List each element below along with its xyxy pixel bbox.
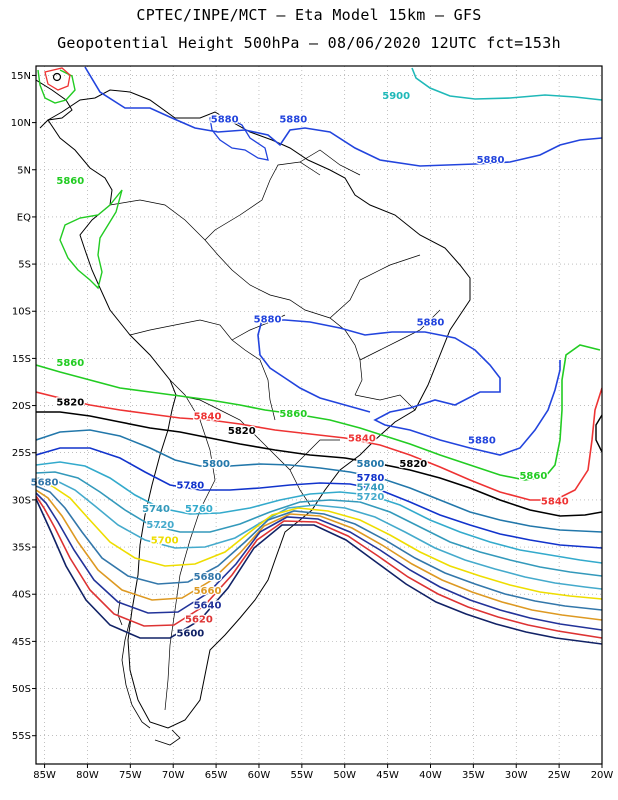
- contour-5820-right: [595, 414, 602, 453]
- contour-label-5840: 5840: [194, 412, 222, 423]
- longitude-axis: 85W 80W 75W 70W 65W 60W 55W 50W 45W 40W 35W 30W 25W 2…: [33, 764, 613, 781]
- contour-5860: [36, 344, 601, 481]
- lon-label: 25W: [548, 770, 571, 781]
- contour-5600: [36, 498, 602, 645]
- latitude-axis: 15N 10N 5N EQ 5S 10S 15S 20S 25S 30S 35S 40S 45S 50S 5…: [11, 71, 36, 742]
- eddy-marker: [52, 72, 62, 82]
- contour-label-5820: 5820: [56, 398, 84, 409]
- contour-label-5620: 5620: [185, 615, 213, 626]
- lon-label: 85W: [33, 770, 56, 781]
- contour-labels: 5900 5880 5880 5880 5880 5880 5880 5860 5860 5860…: [29, 90, 570, 641]
- contour-label-5680: 5680: [194, 572, 222, 583]
- lat-label: 30S: [12, 495, 31, 506]
- contour-label-5740: 5740: [142, 504, 170, 515]
- contour-label-5740: 5740: [357, 482, 385, 493]
- contour-5820: [36, 411, 602, 517]
- lat-label: 5N: [17, 165, 31, 176]
- lon-label: 40W: [419, 770, 442, 781]
- title-line-1: CPTEC/INPE/MCT – Eta Model 15km – GFS: [136, 6, 482, 24]
- contour-5700: [36, 481, 602, 600]
- contour-5760: [36, 461, 602, 564]
- lon-label: 70W: [162, 770, 185, 781]
- contour-label-5780: 5780: [176, 481, 204, 492]
- contour-label-5660: 5660: [194, 586, 222, 597]
- contour-5860-north-loop: [59, 189, 123, 290]
- contour-label-5780: 5780: [357, 473, 385, 484]
- contour-label-5860: 5860: [279, 409, 307, 420]
- lat-label: 20S: [12, 401, 31, 412]
- contour-label-5880: 5880: [477, 155, 505, 166]
- title-line-2: Geopotential Height 500hPa – 08/06/2020 …: [57, 34, 561, 52]
- contour-5680: [36, 485, 602, 611]
- lat-label: 15S: [12, 354, 31, 365]
- contour-label-5800: 5800: [357, 459, 385, 470]
- central-america-coastline: [36, 79, 73, 129]
- contour-5880-inner: [257, 319, 561, 456]
- contour-label-5880: 5880: [279, 115, 307, 126]
- contour-lines: [36, 66, 602, 645]
- contour-5840: [36, 387, 602, 501]
- lat-label: 5S: [18, 260, 31, 271]
- lon-label: 65W: [205, 770, 228, 781]
- lon-label: 20W: [591, 770, 614, 781]
- contour-label-5840: 5840: [541, 497, 569, 508]
- lon-label: 75W: [119, 770, 142, 781]
- contour-label-5640: 5640: [194, 600, 222, 611]
- lat-label: EQ: [17, 212, 31, 223]
- contour-label-5720: 5720: [146, 520, 174, 531]
- contour-label-5880: 5880: [468, 435, 496, 446]
- contour-label-5820: 5820: [228, 426, 256, 437]
- lat-label: 10S: [12, 307, 31, 318]
- lon-label: 80W: [76, 770, 99, 781]
- grid-lines: [36, 66, 603, 764]
- contour-5880-north-loop: [209, 115, 269, 161]
- contour-label-5880: 5880: [211, 115, 239, 126]
- contour-5620: [36, 495, 602, 639]
- contour-label-5860: 5860: [519, 471, 547, 482]
- lat-label: 25S: [12, 448, 31, 459]
- contour-label-5840: 5840: [348, 433, 376, 444]
- contour-5740: [36, 471, 602, 577]
- map-frame: [35, 65, 603, 765]
- contour-label-5720: 5720: [357, 492, 385, 503]
- lat-label: 15N: [11, 71, 31, 82]
- lon-label: 45W: [376, 770, 399, 781]
- contour-label-5860: 5860: [56, 358, 84, 369]
- contour-5840-top-left: [44, 67, 71, 91]
- lon-label: 30W: [505, 770, 528, 781]
- lon-label: 50W: [333, 770, 356, 781]
- contour-5880-north: [84, 66, 602, 167]
- contour-5640: [36, 492, 602, 631]
- contour-5860-top-left: [37, 69, 76, 104]
- lon-label: 55W: [291, 770, 314, 781]
- contour-5780: [36, 447, 602, 549]
- contour-label-5700: 5700: [151, 535, 179, 546]
- contour-label-5860: 5860: [56, 176, 84, 187]
- contour-5660: [36, 489, 602, 621]
- lat-label: 10N: [11, 118, 31, 129]
- lat-label: 40S: [12, 590, 31, 601]
- lon-label: 60W: [248, 770, 271, 781]
- contour-label-5600: 5600: [176, 629, 204, 640]
- contour-label-5800: 5800: [202, 459, 230, 470]
- contour-5800: [36, 429, 602, 533]
- lat-label: 50S: [12, 684, 31, 695]
- lat-label: 45S: [12, 637, 31, 648]
- contour-5900: [411, 67, 602, 101]
- land-layer: [36, 79, 471, 746]
- lat-label: 35S: [12, 543, 31, 554]
- contour-5720: [36, 477, 602, 590]
- contour-label-5820: 5820: [399, 459, 427, 470]
- contour-label-5880: 5880: [417, 317, 445, 328]
- lat-label: 55S: [12, 731, 31, 742]
- contour-label-5900: 5900: [382, 91, 410, 102]
- contour-label-5680: 5680: [31, 478, 59, 489]
- contour-label-5760: 5760: [185, 504, 213, 515]
- lon-label: 35W: [462, 770, 485, 781]
- contour-label-5880: 5880: [254, 315, 282, 326]
- south-chile-islands: [117, 599, 181, 746]
